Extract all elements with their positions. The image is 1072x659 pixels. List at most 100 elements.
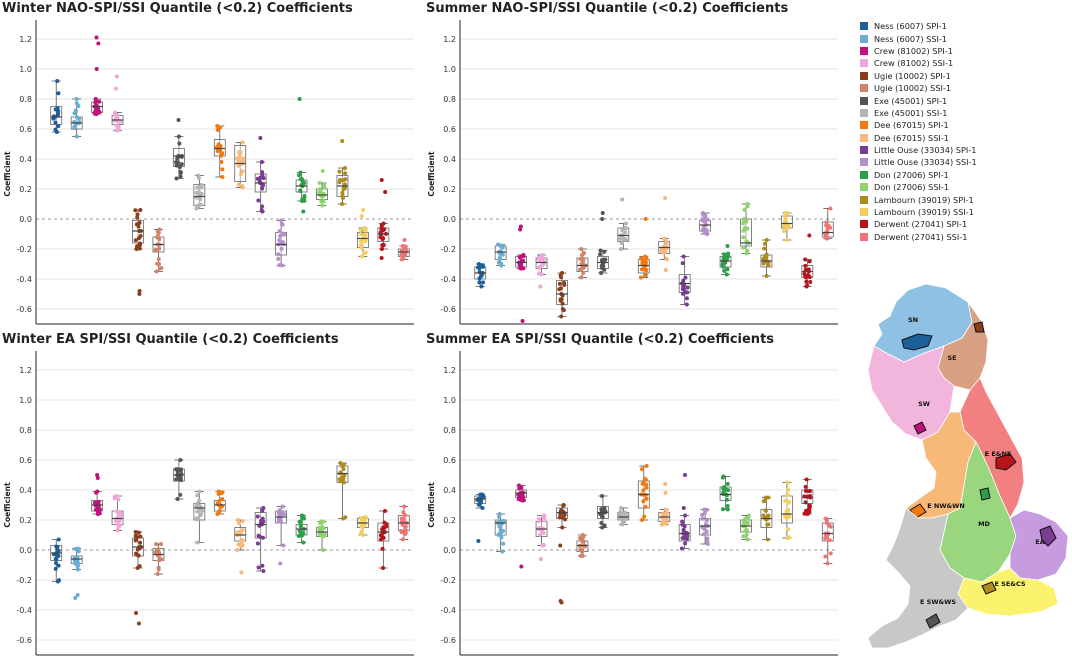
data-point xyxy=(55,579,60,584)
data-point xyxy=(114,494,119,498)
data-point xyxy=(380,546,385,551)
legend-label: Little Ouse (33034) SPI-1 xyxy=(874,145,977,156)
map-region-e-swws xyxy=(867,507,969,649)
data-point xyxy=(155,233,160,238)
data-point xyxy=(599,271,604,275)
map-catchment-derwent xyxy=(995,453,1017,471)
data-point xyxy=(827,225,832,230)
data-point xyxy=(680,536,685,541)
data-point xyxy=(659,249,664,254)
data-point xyxy=(824,236,829,241)
data-point xyxy=(338,461,343,465)
data-point xyxy=(321,534,326,539)
data-point xyxy=(499,263,504,268)
data-point xyxy=(539,272,544,277)
data-point xyxy=(337,169,342,174)
data-point xyxy=(724,497,729,502)
data-point xyxy=(500,252,505,257)
data-point xyxy=(664,257,669,262)
legend-swatch xyxy=(860,220,868,229)
outlier-point xyxy=(663,482,668,486)
legend-label: Ness (6007) SSI-1 xyxy=(874,33,948,44)
data-point xyxy=(53,556,58,561)
outlier-point xyxy=(402,238,407,242)
data-point xyxy=(803,267,808,272)
y-tick-label: 0.0 xyxy=(443,215,456,224)
legend-item: Exe (45001) SPI-1 xyxy=(860,94,1068,106)
data-point xyxy=(823,554,828,559)
data-point xyxy=(255,541,260,546)
data-point xyxy=(241,156,246,161)
panel-title-winter-ea: Winter EA SPI/SSI Quantile (<0.2) Coeffi… xyxy=(2,332,339,347)
data-point xyxy=(343,171,348,176)
legend: Ness (6007) SPI-1 Ness (6007) SSI-1 Crew (… xyxy=(860,20,1068,243)
data-point xyxy=(742,207,747,212)
box-7 xyxy=(617,197,630,251)
data-point xyxy=(138,534,143,539)
chart-summer-nao: 1.2 1.0 0.8 0.6 0.4 0.2 0.0 -0.2 -0.4 -0.6 Coeffic… xyxy=(427,20,838,325)
legend-swatch xyxy=(860,71,868,80)
data-point xyxy=(702,507,707,512)
legend-label: Ugie (10002) SPI-1 xyxy=(874,70,951,81)
data-point xyxy=(279,218,284,223)
legend-label: Crew (81002) SSI-1 xyxy=(874,58,954,69)
data-point xyxy=(74,115,79,120)
data-point xyxy=(280,222,285,227)
data-point xyxy=(321,526,326,531)
data-point xyxy=(785,487,790,492)
data-point xyxy=(602,249,607,254)
outlier-point xyxy=(278,561,283,566)
data-point xyxy=(664,522,669,527)
outlier-point xyxy=(114,74,119,79)
box-10 xyxy=(254,506,267,573)
data-point xyxy=(622,519,627,524)
legend-label: Dee (67015) SPI-1 xyxy=(874,120,949,131)
data-point xyxy=(680,522,685,527)
data-point xyxy=(501,541,506,546)
data-point xyxy=(802,511,807,516)
data-point xyxy=(341,178,346,183)
data-point xyxy=(497,512,502,516)
data-point xyxy=(137,220,142,225)
outlier-point xyxy=(137,292,142,296)
data-point xyxy=(681,527,686,532)
y-axis-label: Coefficient xyxy=(3,151,12,197)
data-point xyxy=(743,517,748,522)
box-14 xyxy=(336,139,349,206)
legend-swatch xyxy=(860,183,868,192)
data-point xyxy=(683,513,688,518)
data-point xyxy=(562,517,567,522)
data-point xyxy=(116,497,121,502)
box-15 xyxy=(356,208,369,259)
data-point xyxy=(786,501,791,506)
map-catchment-don xyxy=(979,487,991,501)
data-point xyxy=(115,528,120,533)
data-point xyxy=(681,287,686,292)
data-point xyxy=(664,510,669,515)
legend-swatch xyxy=(860,96,868,105)
data-point xyxy=(198,512,203,517)
data-point xyxy=(785,480,790,485)
data-point xyxy=(476,265,481,270)
data-point xyxy=(700,211,705,215)
data-point xyxy=(278,234,283,239)
box-3 xyxy=(535,253,548,289)
data-point xyxy=(276,511,281,516)
box-6 xyxy=(596,211,609,275)
legend-swatch xyxy=(860,22,868,31)
data-point xyxy=(260,186,265,191)
outlier-point xyxy=(94,67,99,71)
data-point xyxy=(381,221,386,226)
data-point xyxy=(765,537,770,542)
data-point xyxy=(742,226,747,231)
box-15 xyxy=(780,480,793,540)
data-point xyxy=(341,516,346,521)
box-4 xyxy=(132,530,144,626)
legend-label: Derwent (27041) SPI-1 xyxy=(874,219,968,230)
box-5 xyxy=(576,247,589,280)
data-point xyxy=(803,508,808,513)
data-point xyxy=(765,522,770,527)
y-tick-label: -0.2 xyxy=(440,245,456,254)
legend-swatch xyxy=(860,232,868,241)
data-point xyxy=(521,494,526,499)
